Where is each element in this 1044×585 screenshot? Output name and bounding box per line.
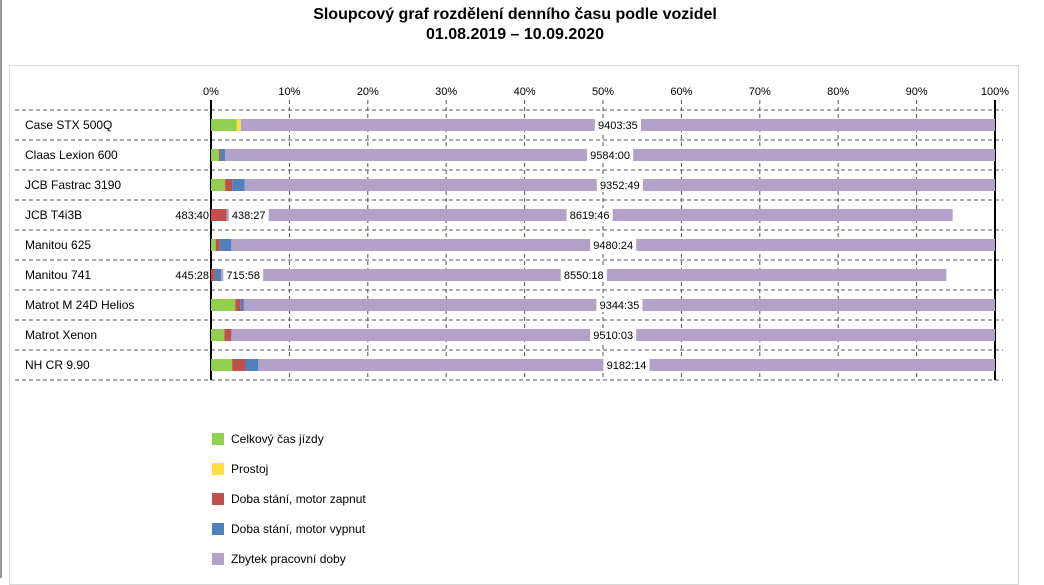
data-label: 715:58	[226, 270, 260, 282]
data-label: 8619:46	[570, 210, 610, 222]
data-label-bg	[228, 208, 269, 222]
bar-segment	[215, 239, 220, 251]
data-label-bg	[594, 118, 641, 132]
stacked-bar-chart: 0% 10% 20% 30% 40% 50% 60% 70% 80% 90% 100% Case ST…	[15, 86, 1009, 381]
bar-segment	[235, 299, 241, 311]
bar-segment	[211, 359, 233, 371]
category-label: Matrot Xenon	[25, 328, 97, 342]
bar-segment	[211, 119, 237, 131]
category-label: NH CR 9.90	[25, 358, 90, 372]
legend-label: Prostoj	[231, 462, 269, 476]
x-tick-label: 50%	[592, 86, 614, 98]
x-tick-label: 10%	[278, 86, 300, 98]
category-label: Case STX 500Q	[25, 118, 112, 132]
bar-segment	[220, 149, 226, 161]
window-left-edge	[0, 0, 2, 578]
category-label: Matrot M 24D Helios	[25, 298, 134, 312]
bar-segment	[232, 359, 246, 371]
legend-swatch	[212, 523, 224, 535]
bar-segment	[232, 179, 245, 191]
bar-segment	[218, 149, 221, 161]
bar-segment	[211, 149, 219, 161]
data-label: 9344:35	[600, 300, 640, 312]
category-label: Manitou 625	[25, 238, 91, 252]
category-label: JCB Fastrac 3190	[25, 178, 121, 192]
x-tick-label: 80%	[827, 86, 849, 98]
data-label: 8550:18	[564, 270, 604, 282]
x-tick-label: 20%	[357, 86, 379, 98]
x-tick-label: 90%	[906, 86, 928, 98]
data-label: 9510:03	[593, 330, 633, 342]
data-label: 438:27	[232, 210, 266, 222]
data-label-bg	[587, 148, 634, 162]
data-label: 445:28	[175, 270, 209, 282]
data-label-bg	[603, 358, 650, 372]
legend-swatch	[212, 553, 224, 565]
x-tick-label: 30%	[435, 86, 457, 98]
x-tick-label: 0%	[203, 86, 219, 98]
category-label: JCB T4i3B	[25, 208, 82, 222]
legend-swatch	[212, 493, 224, 505]
category-label: Claas Lexion 600	[25, 148, 118, 162]
bar-segment	[224, 329, 232, 341]
x-tick-label: 70%	[749, 86, 771, 98]
data-label-bg	[170, 208, 210, 222]
data-label: 9480:24	[593, 240, 633, 252]
chart-title: Sloupcový graf rozdělení denního času po…	[313, 6, 717, 23]
data-label-bg	[566, 208, 613, 222]
data-label-bg	[596, 178, 643, 192]
x-tick-label: 100%	[981, 86, 1009, 98]
bar-segment	[211, 209, 227, 221]
data-label: 483:40	[175, 210, 209, 222]
bar-segment	[214, 269, 222, 281]
chart-subtitle: 01.08.2019 – 10.09.2020	[426, 26, 604, 43]
legend-label: Zbytek pracovní doby	[231, 552, 346, 566]
data-label: 9352:49	[600, 180, 640, 192]
legend-swatch	[212, 433, 224, 445]
bar-segment	[211, 269, 215, 281]
data-label-bg	[590, 238, 637, 252]
bar-segment	[211, 299, 236, 311]
bar-segment	[225, 179, 233, 191]
bar-segment	[219, 239, 232, 251]
x-tick-label: 60%	[670, 86, 692, 98]
data-label-bg	[596, 298, 643, 312]
bar-segment	[211, 239, 216, 251]
data-label: 9403:35	[598, 120, 638, 132]
data-label-bg	[170, 268, 210, 282]
bar-segment	[211, 179, 226, 191]
legend-swatch	[212, 463, 224, 475]
bar-segment	[240, 299, 244, 311]
legend-label: Doba stání, motor zapnut	[231, 492, 366, 506]
legend-label: Celkový čas jízdy	[231, 432, 324, 446]
legend-label: Doba stání, motor vypnut	[231, 522, 366, 536]
bar-segment	[211, 329, 225, 341]
bar-segment	[245, 359, 259, 371]
data-label: 9182:14	[607, 360, 647, 372]
x-tick-label: 40%	[514, 86, 536, 98]
bar-segment	[236, 119, 241, 131]
data-label: 9584:00	[590, 150, 630, 162]
data-label-bg	[590, 328, 637, 342]
category-label: Manitou 741	[25, 268, 91, 282]
data-label-bg	[223, 268, 264, 282]
data-label-bg	[560, 268, 607, 282]
